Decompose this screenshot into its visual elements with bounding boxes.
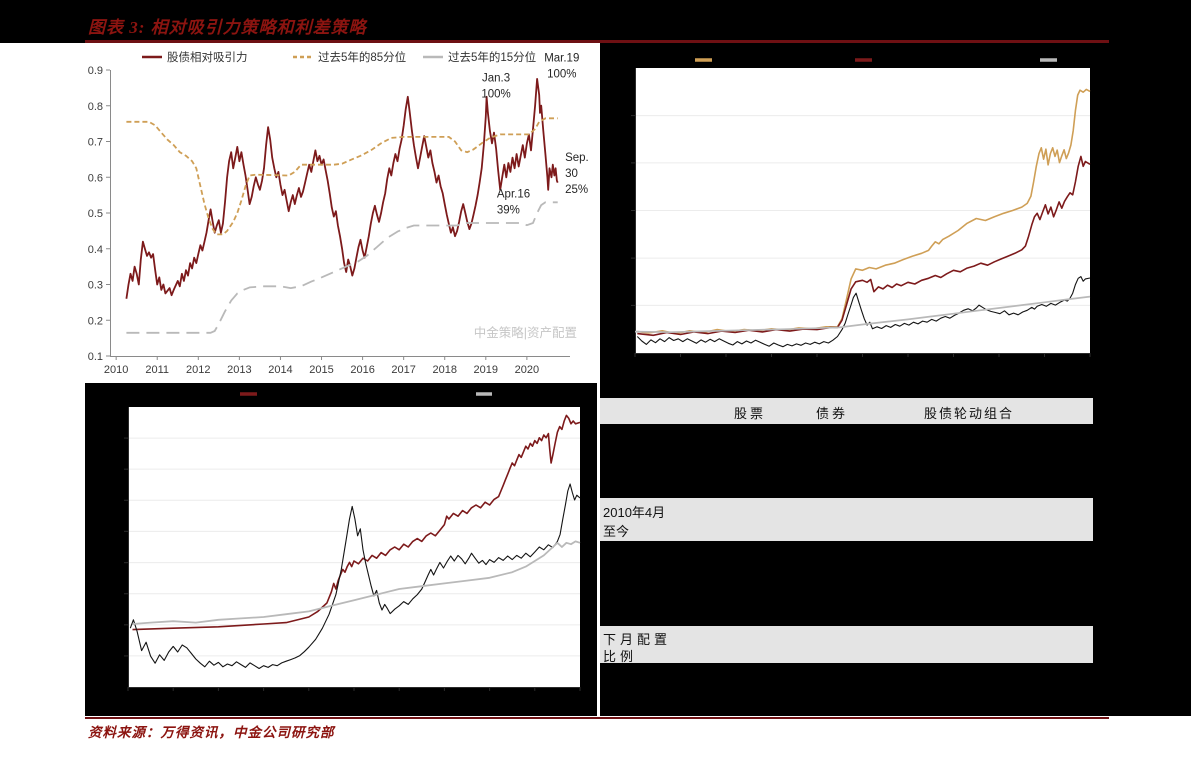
svg-text:2011: 2011 [145, 364, 169, 376]
top-black-band [0, 0, 1191, 43]
svg-text:0.4: 0.4 [88, 244, 103, 256]
row-label-allocation-line2: 比例 [603, 649, 638, 664]
svg-text:0.8: 0.8 [88, 101, 103, 113]
svg-text:0.9: 0.9 [88, 65, 103, 77]
row-label-allocation-line1: 下月配置 [603, 632, 672, 647]
relative-attractiveness-chart: 0.1 0.2 0.3 0.4 0.5 0.6 0.7 0.8 0.9 2010 2011 2012 2… [85, 43, 597, 383]
svg-text:100%: 100% [481, 88, 510, 100]
svg-text:2016: 2016 [350, 364, 374, 376]
figure-title: 图表 3: 相对吸引力策略和利差策略 [88, 18, 367, 37]
strategy-performance-chart [600, 43, 1191, 716]
table-row-next-month-allocation: 下月配置 比例 [600, 626, 1093, 664]
svg-text:100%: 100% [547, 68, 576, 80]
svg-text:0.5: 0.5 [88, 208, 103, 220]
svg-text:过去5年的85分位: 过去5年的85分位 [318, 50, 406, 64]
svg-text:0.3: 0.3 [88, 280, 103, 292]
table-row-since-2010: 2010年4月 至今 [600, 498, 1093, 541]
svg-text:2012: 2012 [186, 364, 210, 376]
svg-text:Sep.: Sep. [565, 152, 589, 164]
title-divider [85, 40, 1109, 43]
svg-text:2015: 2015 [309, 364, 333, 376]
svg-text:30: 30 [565, 168, 578, 180]
svg-text:Mar.19: Mar.19 [544, 52, 579, 64]
svg-text:25%: 25% [565, 184, 588, 196]
table-header-bonds: 债券 [816, 406, 849, 421]
table-header-stocks: 股票 [734, 406, 767, 421]
svg-text:0.2: 0.2 [88, 315, 103, 327]
svg-text:过去5年的15分位: 过去5年的15分位 [448, 50, 536, 64]
svg-text:Apr.16: Apr.16 [497, 189, 530, 201]
bottom-divider [85, 717, 1109, 719]
svg-text:2013: 2013 [227, 364, 251, 376]
svg-text:股债相对吸引力: 股债相对吸引力 [167, 50, 248, 64]
svg-text:中金策略|资产配置: 中金策略|资产配置 [474, 325, 577, 340]
row-label-period-line2: 至今 [603, 524, 630, 539]
svg-text:39%: 39% [497, 205, 520, 217]
spread-strategy-chart [85, 383, 597, 716]
source-note: 资料来源：万得资讯，中金公司研究部 [88, 725, 335, 740]
table-header-rotation-portfolio: 股债轮动组合 [924, 406, 1015, 421]
row-label-period-line1: 2010年4月 [603, 505, 666, 520]
svg-text:0.1: 0.1 [88, 351, 103, 363]
table-header-row: 股票 债券 股债轮动组合 [600, 398, 1093, 424]
svg-text:2018: 2018 [432, 364, 456, 376]
svg-text:0.6: 0.6 [88, 172, 103, 184]
svg-text:2014: 2014 [268, 364, 292, 376]
svg-text:2020: 2020 [515, 364, 539, 376]
svg-text:2017: 2017 [391, 364, 415, 376]
svg-text:2010: 2010 [104, 364, 128, 376]
svg-text:Jan.3: Jan.3 [482, 72, 510, 84]
svg-text:2019: 2019 [474, 364, 498, 376]
svg-text:0.7: 0.7 [88, 137, 103, 149]
